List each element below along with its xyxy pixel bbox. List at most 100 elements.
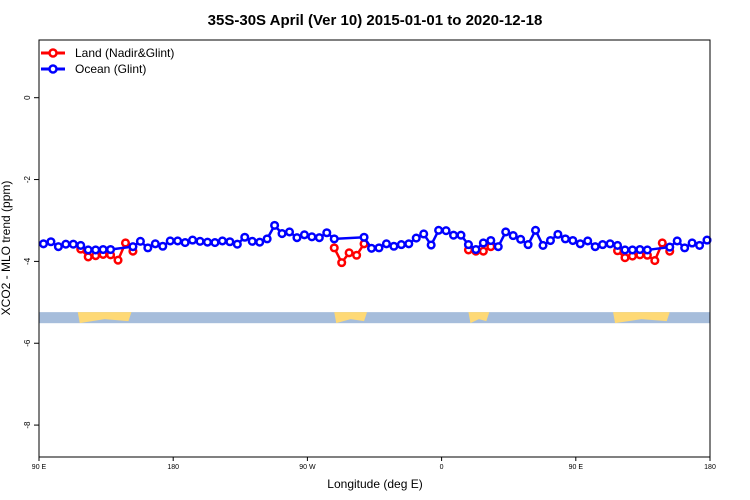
ocean-data-point bbox=[83, 245, 93, 255]
ocean-data-point bbox=[76, 240, 86, 250]
ocean-data-point bbox=[419, 229, 429, 239]
ocean-data-point bbox=[530, 225, 541, 235]
x-tick-label: 90 E bbox=[569, 464, 584, 471]
ocean-data-point bbox=[270, 220, 280, 230]
land-data-point bbox=[329, 243, 339, 253]
ocean-data-point bbox=[381, 239, 391, 249]
ocean-data-point bbox=[150, 239, 160, 249]
ocean-data-point bbox=[404, 239, 414, 249]
ocean-data-point bbox=[568, 235, 578, 246]
ocean-data-point bbox=[680, 243, 690, 253]
ocean-data-point bbox=[53, 242, 63, 252]
ocean-data-point bbox=[620, 245, 630, 255]
land-data-point bbox=[352, 250, 362, 260]
ocean-data-point bbox=[516, 234, 526, 244]
ocean-data-point bbox=[262, 234, 272, 244]
land-data-point bbox=[478, 246, 488, 256]
ocean-data-point bbox=[247, 236, 257, 246]
x-tick-label: 90 E bbox=[32, 464, 47, 471]
ocean-data-point bbox=[359, 232, 369, 242]
land-ocean-strip bbox=[39, 312, 710, 324]
ocean-data-point bbox=[307, 232, 317, 242]
ocean-data-point bbox=[456, 230, 466, 240]
x-axis-label: Longitude (deg E) bbox=[327, 477, 422, 491]
chart-title: 35S-30S April (Ver 10) 2015-01-01 to 202… bbox=[208, 12, 543, 29]
ocean-data-point bbox=[672, 236, 682, 246]
y-axis-label: XCO2 - MLO trend (ppm) bbox=[0, 181, 13, 316]
land-region bbox=[334, 312, 368, 324]
y-tick-label: -6 bbox=[23, 339, 32, 347]
ocean-data-point bbox=[374, 243, 384, 253]
ocean-data-point bbox=[396, 240, 406, 250]
ocean-data-point bbox=[329, 234, 339, 244]
x-tick-label: 180 bbox=[704, 464, 716, 471]
ocean-data-point bbox=[232, 239, 242, 249]
ocean-strip bbox=[39, 312, 710, 324]
x-tick-label: 90 W bbox=[299, 464, 316, 471]
ocean-data-point bbox=[173, 236, 183, 246]
y-tick-label: -2 bbox=[23, 175, 32, 183]
ocean-data-point bbox=[61, 239, 71, 249]
series-layer bbox=[38, 220, 712, 268]
ocean-data-point bbox=[240, 232, 250, 242]
ocean-data-point bbox=[322, 228, 332, 238]
legend-ocean-label: Ocean (Glint) bbox=[75, 62, 146, 76]
ocean-data-point bbox=[46, 237, 56, 247]
ocean-data-point bbox=[68, 239, 78, 249]
x-tick-label: 180 bbox=[167, 464, 179, 471]
ocean-data-point bbox=[434, 225, 444, 235]
ocean-data-point bbox=[441, 226, 451, 236]
legend-ocean-marker bbox=[48, 64, 58, 74]
ocean-data-point bbox=[225, 237, 235, 247]
ocean-data-point bbox=[493, 242, 503, 252]
ocean-data-point bbox=[91, 245, 101, 255]
ocean-data-point bbox=[210, 238, 220, 248]
ocean-data-point bbox=[389, 241, 399, 251]
legend-land-label: Land (Nadir&Glint) bbox=[75, 46, 174, 60]
legend-land-marker bbox=[48, 48, 58, 58]
ocean-data-point bbox=[627, 245, 638, 255]
ocean-data-point bbox=[702, 235, 712, 245]
ocean-data-point bbox=[471, 244, 481, 255]
x-axis: 90 E 180 90 W 0 90 E 180 bbox=[32, 457, 716, 471]
ocean-data-point bbox=[598, 240, 608, 250]
ocean-data-point bbox=[217, 236, 227, 246]
y-tick-label: 0 bbox=[23, 95, 32, 100]
ocean-data-point bbox=[501, 227, 511, 237]
ocean-data-point bbox=[478, 238, 488, 248]
land-data-point bbox=[344, 248, 354, 258]
y-tick-label: -8 bbox=[23, 421, 32, 429]
ocean-data-point bbox=[545, 235, 556, 246]
land-region bbox=[77, 312, 132, 324]
ocean-data-point bbox=[292, 233, 302, 243]
ocean-data-point bbox=[538, 240, 548, 250]
ocean-data-point bbox=[665, 242, 675, 252]
ocean-data-point bbox=[695, 240, 705, 250]
ocean-data-point bbox=[143, 243, 153, 253]
land-data-point bbox=[113, 255, 123, 265]
ocean-data-point bbox=[366, 243, 377, 253]
x-tick-label: 0 bbox=[440, 464, 444, 471]
plot-frame bbox=[38, 39, 711, 458]
ocean-data-point bbox=[188, 235, 198, 245]
ocean-data-point bbox=[426, 240, 436, 250]
ocean-data-point bbox=[605, 239, 615, 249]
ocean-data-point bbox=[180, 238, 190, 248]
ocean-data-point bbox=[284, 227, 295, 237]
ocean-data-point bbox=[411, 233, 421, 243]
ocean-data-point bbox=[106, 244, 116, 255]
ocean-data-point bbox=[255, 237, 265, 247]
ocean-data-point bbox=[277, 229, 287, 239]
ocean-data-point bbox=[38, 239, 49, 249]
ocean-data-point bbox=[486, 235, 496, 246]
ocean-data-point bbox=[560, 234, 570, 244]
y-axis: 0 -2 -4 -6 -8 bbox=[23, 95, 39, 429]
land-data-point bbox=[650, 256, 660, 266]
land-data-point bbox=[83, 252, 93, 262]
ocean-data-point bbox=[523, 240, 533, 250]
ocean-data-point bbox=[202, 237, 213, 247]
ocean-data-point bbox=[165, 236, 175, 246]
legend: Land (Nadir&Glint) Ocean (Glint) bbox=[41, 46, 174, 76]
ocean-data-point bbox=[583, 236, 593, 246]
